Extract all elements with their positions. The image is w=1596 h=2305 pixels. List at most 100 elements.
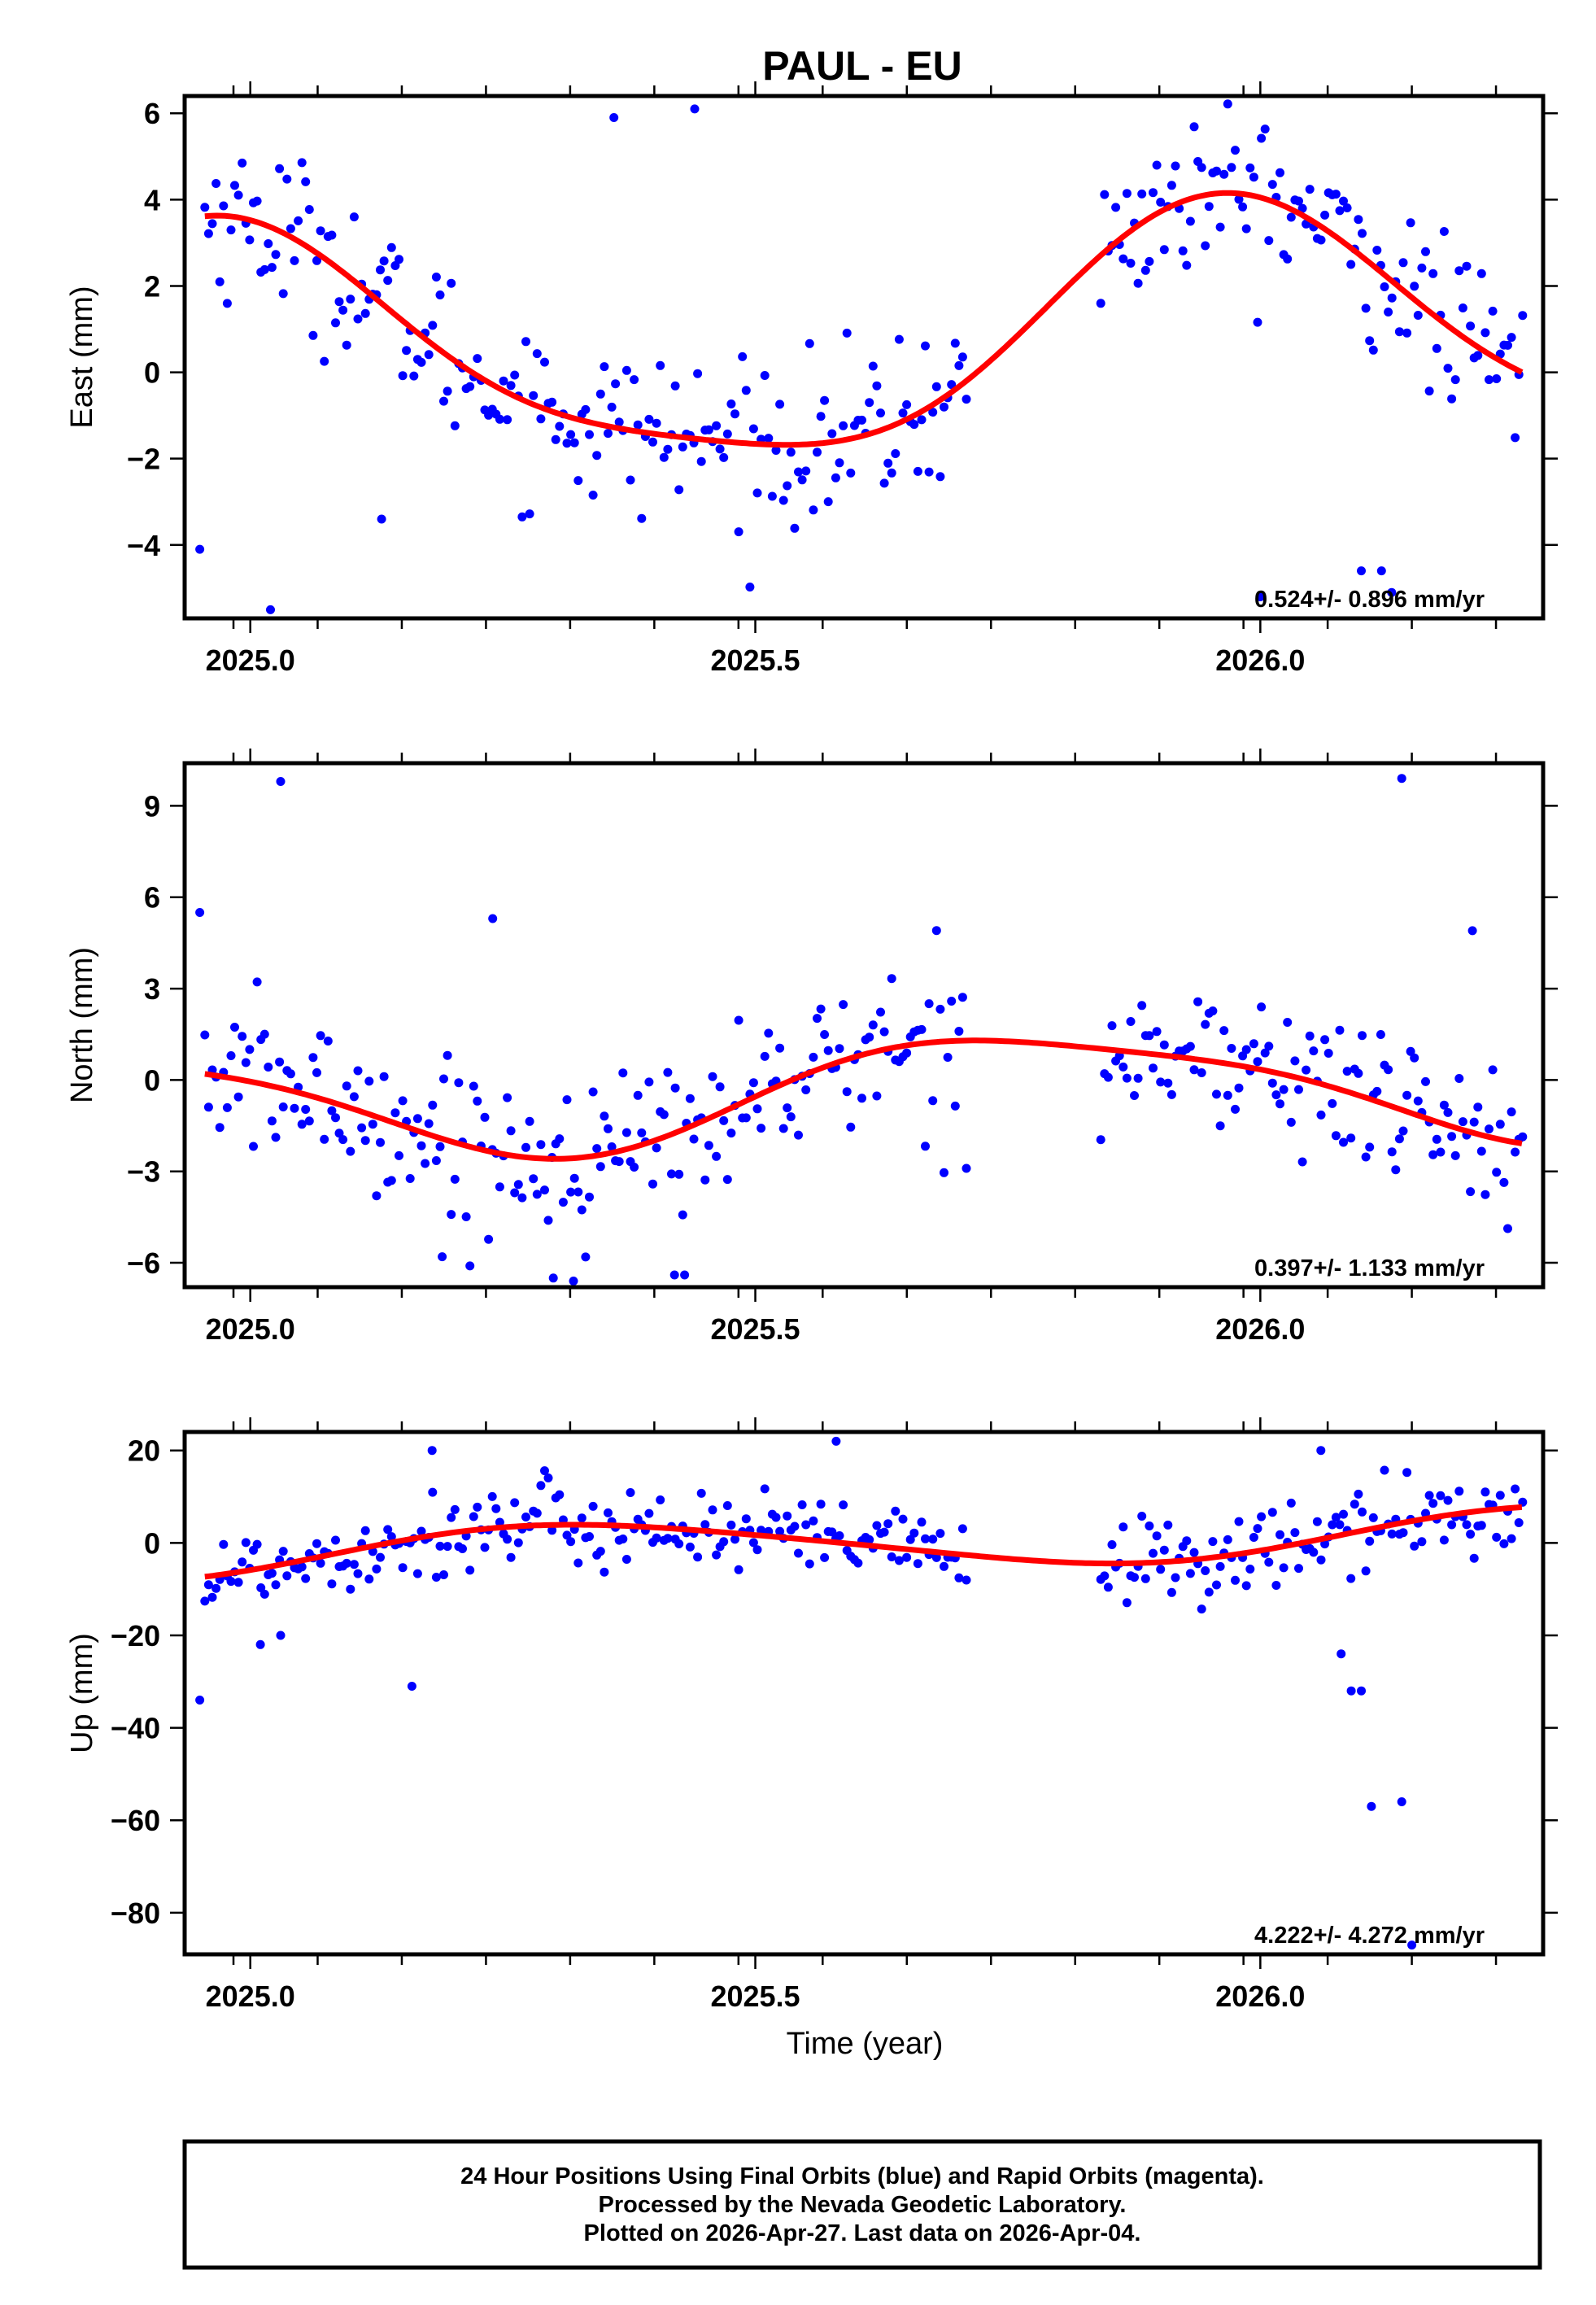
up-point xyxy=(693,1552,703,1562)
up-point xyxy=(469,1512,478,1521)
up-point xyxy=(962,1575,971,1585)
north-point xyxy=(203,1102,213,1112)
north-point xyxy=(1279,1085,1289,1094)
north-point xyxy=(1495,1120,1505,1129)
up-point xyxy=(883,1519,893,1529)
east-point xyxy=(928,408,938,417)
east-point xyxy=(1339,196,1348,206)
north-point xyxy=(1376,1030,1385,1039)
north-point xyxy=(943,1053,953,1062)
east-point xyxy=(271,250,281,260)
north-point xyxy=(809,1052,818,1062)
north-point xyxy=(1294,1085,1303,1094)
east-point xyxy=(316,226,325,236)
north-point xyxy=(600,1111,609,1121)
east-point xyxy=(1346,260,1356,269)
east-point xyxy=(301,177,311,186)
north-point xyxy=(667,1169,676,1179)
north-point xyxy=(1193,997,1203,1006)
east-point xyxy=(611,379,621,389)
up-point xyxy=(1156,1565,1166,1574)
north-point xyxy=(443,1050,452,1060)
east-x-ticks xyxy=(232,81,1498,633)
east-point xyxy=(898,408,908,418)
east-point xyxy=(1372,246,1382,255)
north-point xyxy=(921,1142,930,1151)
up-point xyxy=(1137,1512,1147,1521)
up-point xyxy=(794,1548,803,1558)
up-point xyxy=(604,1508,613,1517)
east-point xyxy=(506,381,516,391)
north-point xyxy=(1361,1152,1371,1162)
north-outlier-point xyxy=(669,1270,679,1280)
north-point xyxy=(595,1162,605,1172)
east-point xyxy=(1387,293,1397,303)
north-point xyxy=(573,1187,583,1197)
up-point xyxy=(342,1558,351,1568)
north-point xyxy=(304,1116,314,1126)
east-point xyxy=(715,444,725,454)
north-point xyxy=(241,1058,251,1067)
north-point xyxy=(1436,1147,1446,1157)
north-point xyxy=(249,1142,258,1151)
east-point xyxy=(801,466,811,476)
east-point xyxy=(1511,433,1520,443)
up-point xyxy=(1495,1491,1505,1500)
up-point xyxy=(1480,1487,1490,1497)
north-point xyxy=(357,1123,367,1133)
up-point xyxy=(1103,1583,1113,1592)
north-point xyxy=(950,1101,960,1111)
up-point xyxy=(1279,1563,1289,1573)
up-point xyxy=(827,1527,837,1537)
north-point xyxy=(722,1175,732,1185)
east-point xyxy=(379,256,389,266)
north-point xyxy=(390,1108,400,1118)
north-point xyxy=(301,1105,311,1114)
east-point xyxy=(607,402,617,412)
north-point xyxy=(700,1175,710,1185)
up-point xyxy=(700,1520,710,1530)
east-point xyxy=(443,386,452,396)
north-point xyxy=(757,1124,766,1133)
up-point xyxy=(510,1498,520,1508)
east-point xyxy=(1361,303,1371,313)
up-point xyxy=(1171,1573,1180,1583)
up-point xyxy=(439,1570,448,1579)
east-point xyxy=(674,485,684,495)
east-point xyxy=(1384,308,1393,317)
north-point xyxy=(1223,1090,1232,1100)
north-point xyxy=(386,1176,396,1185)
north-point xyxy=(1354,1068,1363,1078)
up-outlier-point xyxy=(1357,1686,1366,1696)
north-point xyxy=(376,1137,385,1147)
north-point xyxy=(543,1216,553,1225)
up-point xyxy=(1204,1587,1214,1597)
up-point xyxy=(674,1539,684,1548)
north-point xyxy=(555,1134,565,1144)
north-point xyxy=(1316,1110,1326,1120)
up-y-tick-label: −40 xyxy=(111,1712,160,1745)
north-point xyxy=(1197,1068,1206,1077)
up-point xyxy=(1208,1537,1218,1547)
north-outlier-point xyxy=(488,914,498,923)
east-point xyxy=(935,472,945,482)
up-point xyxy=(200,1596,210,1606)
up-point xyxy=(1264,1557,1274,1567)
north-point xyxy=(558,1198,568,1207)
east-point xyxy=(1320,210,1330,220)
east-point xyxy=(1249,172,1258,182)
north-point xyxy=(633,1090,643,1100)
east-point xyxy=(1424,386,1434,396)
up-y-tick-label: 20 xyxy=(128,1434,160,1468)
east-point xyxy=(331,318,340,328)
up-x-tick-label: 2025.0 xyxy=(206,1980,295,2013)
up-point xyxy=(1387,1529,1397,1539)
north-point xyxy=(536,1140,546,1150)
east-frame xyxy=(182,94,1546,621)
panel-up: 2025.0 2025.5 2026.0 20 0 −20 −40 −60 −80 Up (mm)… xyxy=(65,1417,1558,2013)
up-point xyxy=(1215,1561,1225,1571)
north-point xyxy=(1387,1147,1397,1157)
east-point xyxy=(200,203,210,212)
up-point xyxy=(555,1490,565,1500)
east-point xyxy=(1297,203,1307,213)
